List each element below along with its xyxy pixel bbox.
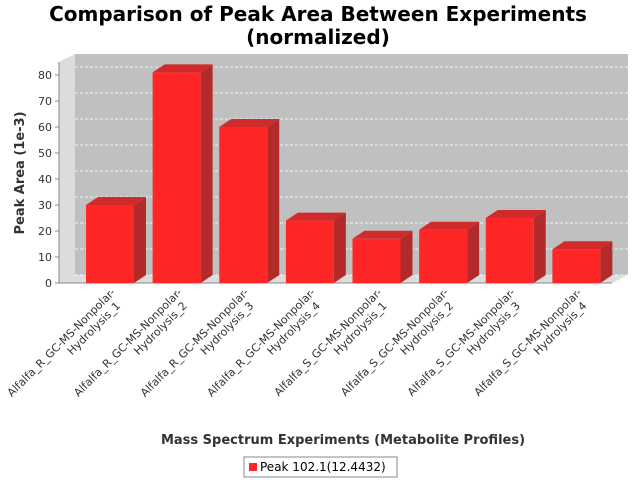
bar-side (200, 64, 213, 284)
chart-title-line-2: (normalized) (246, 25, 390, 49)
bar-top (419, 221, 480, 230)
y-tick-label: 60 (38, 121, 52, 134)
bar (552, 249, 601, 283)
bar-side (400, 230, 413, 283)
x-axis-category-labels: Alfalfa_R_GC-MS-Nonpolar-Hydrolysis_1Alf… (5, 286, 590, 399)
bar (86, 205, 134, 283)
bar-top (219, 119, 280, 127)
bar-top (86, 197, 146, 205)
bar-top (152, 64, 213, 73)
legend-entry: Peak 102.1(12.4432) (260, 460, 386, 474)
chart-title-line-1: Comparison of Peak Area Between Experime… (49, 2, 587, 26)
bar-side (467, 221, 480, 283)
category-label: Alfalfa_R_GC-MS-Nonpolar-Hydrolysis_1 (5, 286, 123, 399)
y-tick-label: 50 (38, 147, 52, 160)
bar-top (285, 212, 346, 221)
bar-side (134, 197, 146, 283)
bar (152, 72, 201, 284)
x-axis-label: Mass Spectrum Experiments (Metabolite Pr… (161, 433, 525, 448)
bar (419, 229, 468, 283)
bar (285, 220, 334, 283)
bars (86, 64, 613, 284)
bar-side (600, 241, 613, 283)
bar (352, 238, 401, 283)
y-tick-label: 10 (38, 251, 52, 264)
bar (219, 127, 268, 283)
y-tick-label: 40 (38, 173, 52, 186)
y-tick-label: 20 (38, 225, 52, 238)
legend-swatch (249, 463, 257, 471)
bar-side (267, 119, 280, 283)
y-axis-label: Peak Area (1e-3) (13, 111, 28, 234)
bar (485, 218, 534, 283)
bar-top (552, 241, 613, 250)
category-label-line: Alfalfa_R_GC-MS-Nonpolar- (5, 286, 118, 399)
bar-top (352, 230, 413, 239)
y-tick-label: 0 (45, 277, 52, 290)
bar-side (533, 210, 546, 283)
y-tick-label: 70 (38, 95, 52, 108)
legend-box (243, 456, 398, 478)
bar-top (485, 210, 546, 218)
y-tick-label: 80 (38, 69, 52, 82)
legend: Peak 102.1(12.4432) (243, 456, 398, 478)
y-tick-label: 30 (38, 199, 52, 212)
plot-left-wall (59, 54, 75, 283)
bar-side (333, 212, 346, 283)
